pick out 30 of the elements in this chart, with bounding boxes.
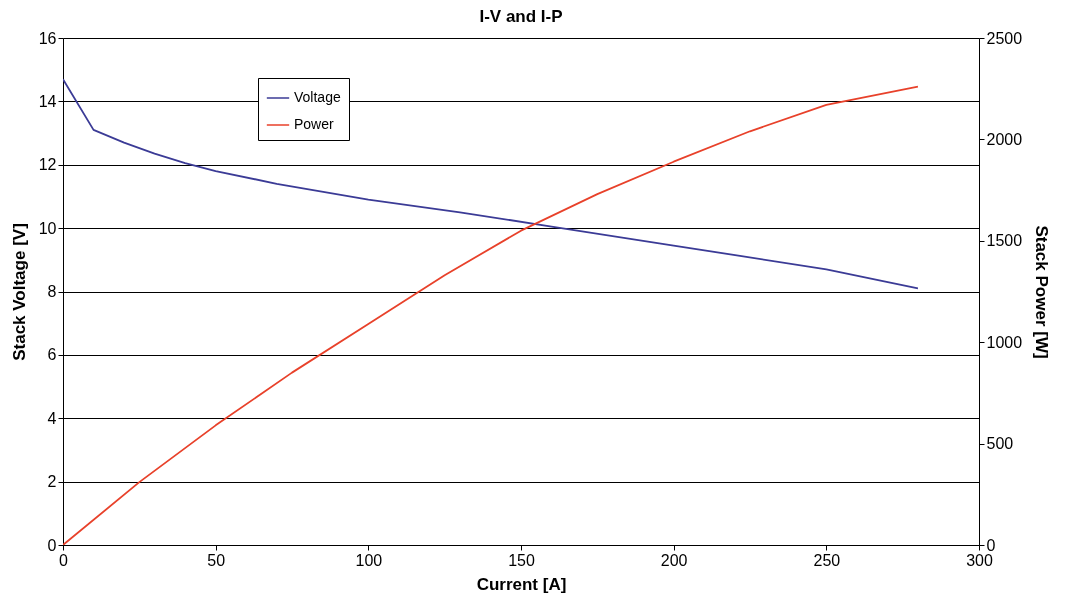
y2-tick-label: 500 [986, 435, 1014, 453]
x-axis-title: Current [A] [476, 574, 567, 594]
y-tick-label: 10 [38, 219, 57, 237]
y2-tick-label: 1500 [986, 232, 1023, 250]
y-tick-label: 2 [47, 473, 57, 491]
y2-tick-label: 1000 [986, 333, 1023, 351]
y-tick-label: 8 [47, 283, 57, 300]
line-series [63, 78, 919, 290]
y-tick-label: 4 [47, 409, 57, 427]
y2-tick-label: 2500 [986, 29, 1023, 47]
chart-title: I-V and I-P [479, 7, 563, 26]
y-tick-label: 12 [38, 156, 57, 174]
y-tick-label: 6 [47, 346, 57, 364]
y2-tick-label: 0 [986, 536, 996, 554]
x-tick-label: 50 [207, 551, 226, 569]
x-tick-label: 150 [508, 551, 535, 569]
x-tick-label: 200 [660, 551, 688, 569]
legend-label: Power [294, 116, 335, 132]
y-tick-label: 14 [38, 92, 57, 110]
y2-axis-title: Stack Power [W] [1032, 225, 1052, 359]
y-axis-title: Stack Voltage [V] [9, 223, 29, 361]
x-tick-label: 100 [355, 551, 383, 569]
y-tick-label: 0 [47, 536, 57, 554]
line-series [63, 85, 919, 545]
y-tick-label: 16 [38, 29, 57, 47]
x-tick-label: 300 [966, 551, 993, 569]
x-tick-label: 250 [813, 551, 841, 569]
x-tick-label: 0 [59, 551, 69, 569]
y2-tick-label: 2000 [986, 130, 1023, 148]
legend-label: Voltage [294, 89, 341, 105]
